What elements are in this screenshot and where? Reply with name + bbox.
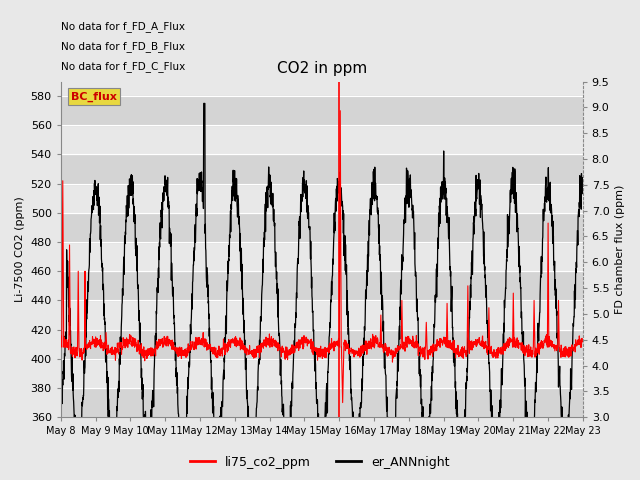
Bar — [61, 330, 582, 359]
Bar — [61, 155, 582, 184]
Bar — [61, 388, 582, 417]
Text: No data for f_FD_C_Flux: No data for f_FD_C_Flux — [61, 61, 185, 72]
Legend: li75_co2_ppm, er_ANNnight: li75_co2_ppm, er_ANNnight — [186, 451, 454, 474]
Text: No data for f_FD_A_Flux: No data for f_FD_A_Flux — [61, 21, 185, 32]
Text: BC_flux: BC_flux — [71, 92, 117, 102]
Title: CO2 in ppm: CO2 in ppm — [276, 61, 367, 76]
Y-axis label: FD chamber flux (ppm): FD chamber flux (ppm) — [615, 185, 625, 314]
Text: No data for f_FD_B_Flux: No data for f_FD_B_Flux — [61, 41, 185, 52]
Y-axis label: Li-7500 CO2 (ppm): Li-7500 CO2 (ppm) — [15, 196, 25, 302]
Bar — [61, 213, 582, 242]
Bar — [61, 271, 582, 300]
Bar — [61, 96, 582, 125]
Bar — [61, 359, 582, 388]
Bar — [61, 300, 582, 330]
Bar — [61, 242, 582, 271]
Bar — [61, 184, 582, 213]
Bar — [61, 125, 582, 155]
